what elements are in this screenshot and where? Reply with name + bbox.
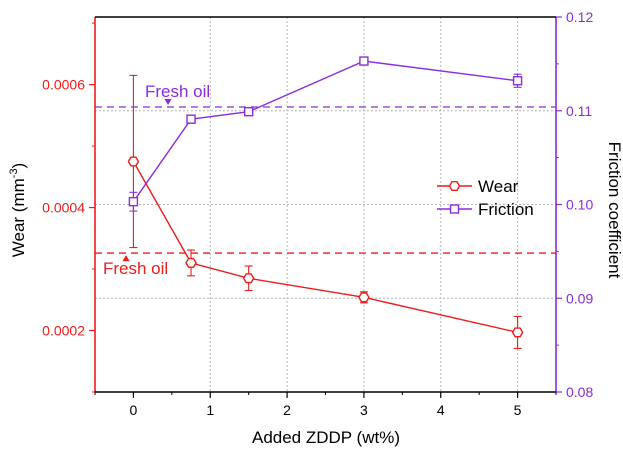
data-point-wear [358, 292, 370, 303]
y-left-title-close: ) [9, 163, 28, 169]
fresh-oil-label-friction: Fresh oil [145, 82, 210, 101]
x-tick-label: 1 [206, 402, 214, 418]
y-left-title-sup: -3 [8, 168, 20, 178]
x-tick-label: 5 [514, 402, 522, 418]
fresh-oil-arrowhead-friction [164, 99, 172, 105]
data-point-friction [186, 114, 196, 124]
y-left-title-main: Wear (mm [9, 178, 28, 257]
legend-marker-friction [449, 204, 460, 214]
data-point-wear [185, 257, 197, 268]
legend-marker-wear [448, 180, 461, 192]
x-axis-title: Added ZDDP (wt%) [252, 428, 400, 447]
y-left-tick-label: 0.0006 [42, 77, 85, 93]
data-point-wear [127, 156, 140, 167]
legend-label-wear: Wear [478, 177, 519, 196]
fresh-oil-arrowhead-wear [122, 255, 130, 262]
y-right-tick-label: 0.08 [566, 384, 593, 400]
legend-label-friction: Friction [478, 200, 534, 219]
x-tick-label: 0 [130, 402, 138, 418]
y-right-tick-label: 0.09 [566, 290, 593, 306]
data-point-friction [512, 76, 523, 86]
y-axis-right-title: Friction coefficient [605, 142, 623, 279]
plot-area: 0 1 2 3 4 5 0.0002 0.0004 0.0006 0.08 0.09 0.10 0.11… [42, 9, 593, 418]
data-point-wear [511, 327, 524, 338]
data-point-wear [242, 273, 255, 284]
y-right-tick-label: 0.11 [566, 103, 592, 119]
x-tick-label: 4 [437, 402, 445, 418]
data-point-friction [128, 196, 139, 207]
fresh-oil-label-wear: Fresh oil [103, 259, 168, 278]
y-left-tick-label: 0.0004 [42, 200, 85, 216]
x-tick-label: 3 [360, 402, 368, 418]
data-point-friction [243, 106, 254, 117]
data-point-friction [359, 56, 369, 66]
y-axis-left-title: Wear (mm-3) [8, 163, 28, 257]
y-right-tick-label: 0.10 [566, 197, 593, 213]
y-left-tick-label: 0.0002 [42, 323, 85, 339]
y-right-tick-label: 0.12 [566, 9, 593, 25]
x-tick-label: 2 [283, 402, 291, 418]
series-line-wear [132, 161, 518, 334]
